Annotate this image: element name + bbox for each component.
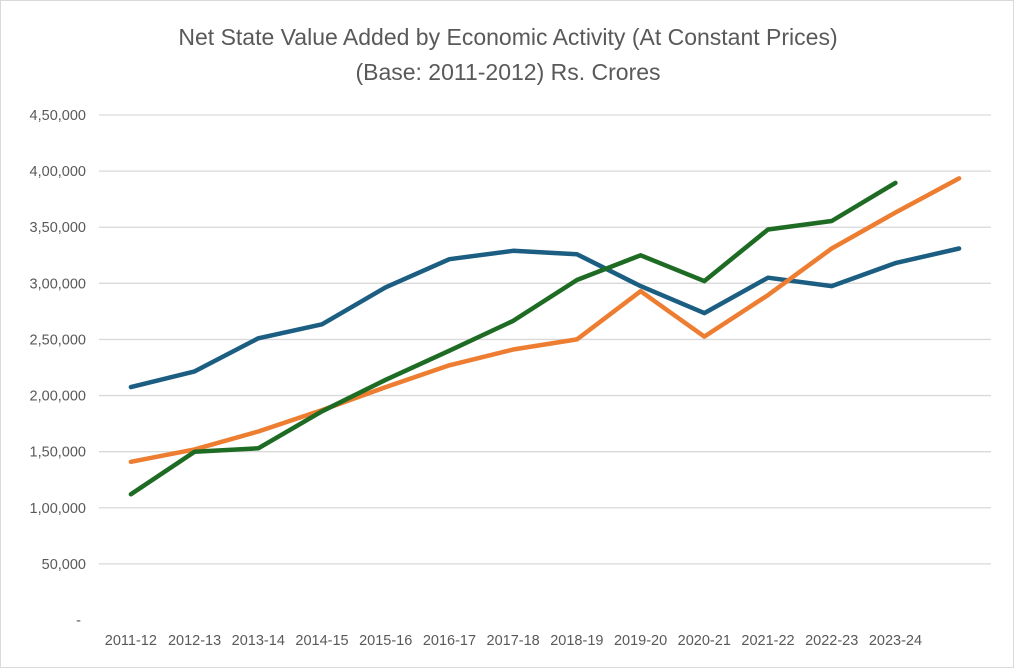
x-tick-label: 2014-15 xyxy=(295,633,348,649)
chart-title-line-1: Net State Value Added by Economic Activi… xyxy=(178,24,837,50)
series-line-3 xyxy=(131,183,896,494)
x-tick-label: 2022-23 xyxy=(805,633,858,649)
series-lines xyxy=(131,178,959,494)
y-tick-label: 50,000 xyxy=(42,557,86,573)
gridlines xyxy=(99,115,991,564)
y-tick-label: 3,50,000 xyxy=(30,220,86,236)
y-tick-label: 2,50,000 xyxy=(30,332,86,348)
x-tick-label: 2019-20 xyxy=(614,633,667,649)
x-tick-label: 2021-22 xyxy=(741,633,794,649)
y-tick-label: 3,00,000 xyxy=(30,276,86,292)
x-tick-label: 2018-19 xyxy=(550,633,603,649)
x-tick-label: 2023-24 xyxy=(869,633,922,649)
series-line-1 xyxy=(131,249,959,388)
y-tick-label: 4,00,000 xyxy=(30,164,86,180)
x-tick-label: 2020-21 xyxy=(678,633,731,649)
y-axis-labels: - 50,000 1,00,000 1,50,000 2,00,000 2,50,000 3… xyxy=(30,108,86,629)
chart-title-line-2: (Base: 2011-2012) Rs. Crores xyxy=(355,59,660,85)
x-axis-labels: 2011-12 2012-13 2013-14 2014-15 2015-16 2016-… xyxy=(105,633,922,649)
y-tick-label: 4,50,000 xyxy=(30,108,86,124)
x-tick-label: 2015-16 xyxy=(359,633,412,649)
x-tick-label: 2017-18 xyxy=(487,633,540,649)
y-tick-label: 1,50,000 xyxy=(30,445,86,461)
x-tick-label: 2013-14 xyxy=(232,633,285,649)
x-tick-label: 2012-13 xyxy=(168,633,221,649)
y-tick-label: 1,00,000 xyxy=(30,501,86,517)
y-tick-label: 2,00,000 xyxy=(30,389,86,405)
x-tick-label: 2011-12 xyxy=(105,633,157,649)
x-tick-label: 2016-17 xyxy=(423,633,476,649)
y-tick-label: - xyxy=(76,613,81,629)
